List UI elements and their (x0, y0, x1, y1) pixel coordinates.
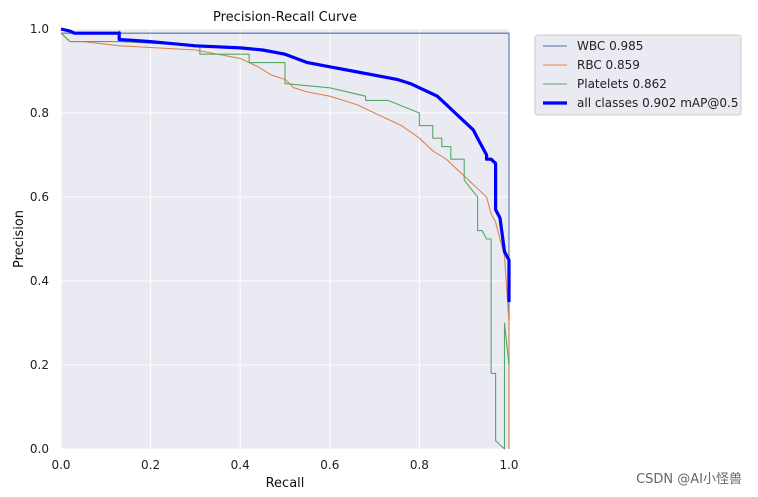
x-axis-label: Recall (266, 476, 305, 491)
y-tick-label: 0.0 (30, 442, 49, 456)
y-tick-label: 0.8 (30, 106, 49, 120)
legend-label: WBC 0.985 (577, 39, 643, 53)
y-axis-label: Precision (12, 210, 27, 268)
legend-label: all classes 0.902 mAP@0.5 (577, 96, 738, 110)
series-line-2 (60, 32, 510, 450)
series-line-3 (60, 27, 511, 302)
chart-title: Precision-Recall Curve (213, 10, 357, 25)
x-tick-label: 0.4 (231, 458, 250, 472)
x-tick-label: 1.0 (499, 458, 518, 472)
plot-background (61, 29, 509, 449)
legend-label: Platelets 0.862 (577, 77, 667, 91)
y-tick-label: 0.2 (30, 358, 49, 372)
x-tick-label: 0.8 (410, 458, 429, 472)
y-tick-label: 0.6 (30, 190, 49, 204)
y-tick-label: 0.4 (30, 274, 49, 288)
x-tick-label: 0.2 (141, 458, 160, 472)
legend: WBC 0.985 RBC 0.859 Platelets 0.862 all cla… (534, 34, 742, 116)
plot-area: 0.0 0.2 0.4 0.6 0.8 1.0 0.0 0.2 0.4 0.6 0.8 1.0 (30, 22, 519, 472)
x-tick-label: 0.0 (51, 458, 70, 472)
series-line-1 (60, 32, 510, 449)
x-tick-label: 0.6 (320, 458, 339, 472)
y-tick-label: 1.0 (30, 22, 49, 36)
legend-box (534, 34, 742, 116)
watermark-text: CSDN @AI小怪兽 (636, 472, 742, 487)
legend-label: RBC 0.859 (577, 58, 640, 72)
